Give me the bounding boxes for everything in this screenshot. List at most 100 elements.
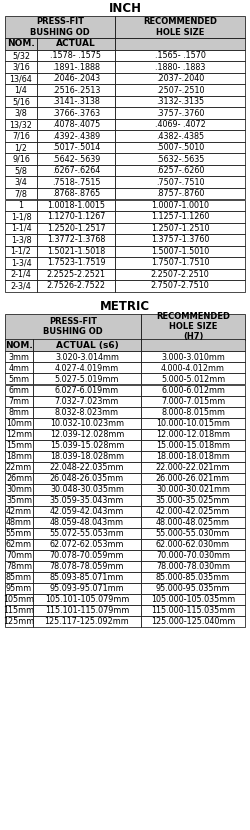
Text: .2037-.2040: .2037-.2040 bbox=[156, 74, 204, 83]
Bar bbox=[33, 461, 141, 472]
Bar bbox=[33, 428, 141, 440]
Text: 7/8: 7/8 bbox=[14, 189, 28, 198]
Bar bbox=[141, 528, 245, 539]
Text: 13/32: 13/32 bbox=[10, 120, 32, 129]
Bar bbox=[37, 222, 115, 234]
Text: .7507-.7510: .7507-.7510 bbox=[156, 178, 204, 187]
Bar bbox=[115, 142, 245, 154]
Text: 95mm: 95mm bbox=[6, 583, 32, 593]
Bar bbox=[5, 165, 37, 177]
Text: 35.059-35.043mm: 35.059-35.043mm bbox=[50, 496, 124, 505]
Bar bbox=[141, 549, 245, 560]
Text: 1/2: 1/2 bbox=[14, 144, 28, 152]
Text: 42.000-42.025mm: 42.000-42.025mm bbox=[156, 506, 230, 515]
Bar bbox=[141, 363, 245, 374]
Text: 5mm: 5mm bbox=[8, 374, 29, 383]
Text: 22.048-22.035mm: 22.048-22.035mm bbox=[50, 462, 124, 471]
Bar bbox=[5, 234, 37, 246]
Text: 55.072-55.053mm: 55.072-55.053mm bbox=[50, 529, 124, 538]
Bar bbox=[5, 339, 33, 351]
Bar bbox=[5, 177, 37, 188]
Text: 5.027-5.019mm: 5.027-5.019mm bbox=[55, 374, 119, 383]
Bar bbox=[5, 560, 33, 572]
Bar bbox=[37, 38, 115, 50]
Text: 10.000-10.015mm: 10.000-10.015mm bbox=[156, 418, 230, 427]
Text: .6267-.6264: .6267-.6264 bbox=[52, 166, 100, 175]
Text: PRESS-FIT
BUSHING OD: PRESS-FIT BUSHING OD bbox=[43, 317, 103, 336]
Text: 1.2507-1.2510: 1.2507-1.2510 bbox=[151, 224, 209, 232]
Text: 7/16: 7/16 bbox=[12, 132, 30, 141]
Bar bbox=[115, 280, 245, 291]
Bar bbox=[5, 96, 37, 108]
Bar bbox=[5, 61, 37, 73]
Bar bbox=[33, 484, 141, 495]
Text: 2.2507-2.2510: 2.2507-2.2510 bbox=[150, 270, 210, 279]
Bar bbox=[141, 314, 245, 339]
Bar bbox=[33, 374, 141, 384]
Bar bbox=[5, 374, 33, 384]
Bar bbox=[33, 593, 141, 604]
Text: .8768-.8765: .8768-.8765 bbox=[52, 189, 100, 198]
Bar bbox=[5, 108, 37, 119]
Bar bbox=[37, 188, 115, 199]
Text: .3132-.3135: .3132-.3135 bbox=[156, 97, 204, 106]
Bar bbox=[141, 339, 245, 351]
Text: .8757-.8760: .8757-.8760 bbox=[156, 189, 204, 198]
Bar bbox=[115, 16, 245, 38]
Text: 15.000-15.018mm: 15.000-15.018mm bbox=[156, 441, 230, 450]
Text: .3766-.3763: .3766-.3763 bbox=[52, 109, 100, 118]
Bar bbox=[33, 583, 141, 593]
Bar bbox=[5, 528, 33, 539]
Text: .1880- .1883: .1880- .1883 bbox=[155, 63, 205, 71]
Bar bbox=[115, 257, 245, 268]
Bar bbox=[5, 85, 37, 96]
Bar bbox=[141, 505, 245, 516]
Bar bbox=[5, 384, 33, 396]
Bar bbox=[115, 246, 245, 257]
Bar bbox=[141, 572, 245, 583]
Bar bbox=[115, 130, 245, 142]
Bar bbox=[5, 549, 33, 560]
Bar bbox=[5, 73, 37, 85]
Bar bbox=[33, 604, 141, 616]
Bar bbox=[5, 351, 33, 363]
Bar bbox=[141, 604, 245, 616]
Bar bbox=[37, 234, 115, 246]
Text: RECOMMENDED
HOLE SIZE
(H7): RECOMMENDED HOLE SIZE (H7) bbox=[156, 311, 230, 341]
Text: .5007-.5010: .5007-.5010 bbox=[156, 144, 204, 152]
Bar bbox=[115, 108, 245, 119]
Bar bbox=[141, 560, 245, 572]
Text: .2507-.2510: .2507-.2510 bbox=[156, 85, 204, 95]
Bar bbox=[37, 142, 115, 154]
Text: 5/8: 5/8 bbox=[14, 166, 28, 175]
Bar bbox=[5, 199, 37, 211]
Bar bbox=[5, 188, 37, 199]
Bar bbox=[33, 560, 141, 572]
Text: .1891-.1888: .1891-.1888 bbox=[52, 63, 100, 71]
Text: 85.093-85.071mm: 85.093-85.071mm bbox=[50, 573, 124, 582]
Bar bbox=[115, 211, 245, 222]
Bar bbox=[33, 451, 141, 461]
Bar bbox=[5, 516, 33, 528]
Text: 18.000-18.018mm: 18.000-18.018mm bbox=[156, 452, 230, 461]
Bar bbox=[141, 396, 245, 407]
Text: 95.000-95.035mm: 95.000-95.035mm bbox=[156, 583, 230, 593]
Bar bbox=[37, 108, 115, 119]
Bar bbox=[37, 130, 115, 142]
Text: 1-1/2: 1-1/2 bbox=[10, 247, 31, 256]
Bar bbox=[5, 539, 33, 549]
Bar bbox=[33, 528, 141, 539]
Text: 1.1270-1.1267: 1.1270-1.1267 bbox=[47, 212, 105, 222]
Text: .5642-.5639: .5642-.5639 bbox=[52, 154, 100, 164]
Bar bbox=[33, 396, 141, 407]
Text: 6mm: 6mm bbox=[8, 385, 29, 394]
Text: 1.5021-1.5018: 1.5021-1.5018 bbox=[47, 247, 105, 256]
Bar bbox=[33, 505, 141, 516]
Text: 1.3772-1.3768: 1.3772-1.3768 bbox=[47, 235, 105, 244]
Text: 78mm: 78mm bbox=[6, 562, 32, 570]
Text: 12.000-12.018mm: 12.000-12.018mm bbox=[156, 429, 230, 438]
Text: 4.027-4.019mm: 4.027-4.019mm bbox=[55, 364, 119, 373]
Text: 85.000-85.035mm: 85.000-85.035mm bbox=[156, 573, 230, 582]
Bar bbox=[5, 222, 37, 234]
Bar bbox=[5, 484, 33, 495]
